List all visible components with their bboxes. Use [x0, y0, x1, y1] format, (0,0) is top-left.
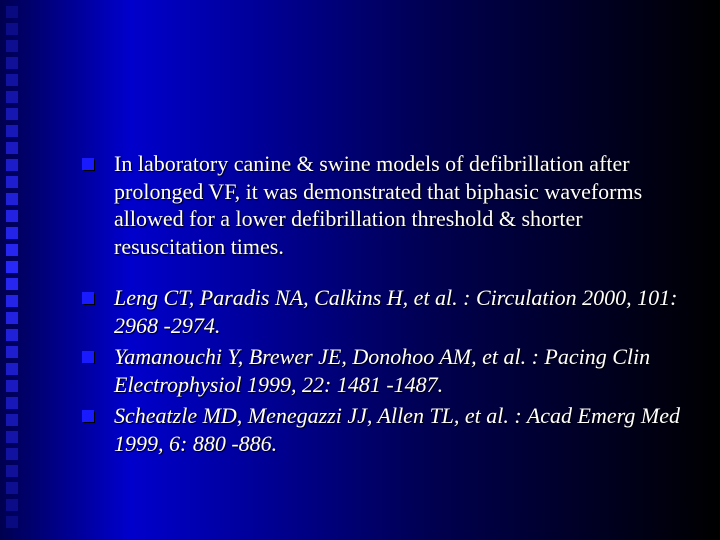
rail-square-icon [6, 312, 18, 324]
bullet-item: Yamanouchi Y, Brewer JE, Donohoo AM, et … [82, 343, 682, 398]
rail-square-icon [6, 465, 18, 477]
bullet-item: Scheatzle MD, Menegazzi JJ, Allen TL, et… [82, 402, 682, 457]
citation-group: Leng CT, Paradis NA, Calkins H, et al. :… [82, 284, 682, 457]
bullet-item: In laboratory canine & swine models of d… [82, 150, 682, 260]
bullet-square-icon [82, 410, 94, 422]
rail-square-icon [6, 295, 18, 307]
rail-square-icon [6, 397, 18, 409]
rail-square-icon [6, 159, 18, 171]
rail-square-icon [6, 261, 18, 273]
citation-text: Scheatzle MD, Menegazzi JJ, Allen TL, et… [114, 402, 682, 457]
rail-square-icon [6, 108, 18, 120]
rail-square-icon [6, 142, 18, 154]
bullet-item: Leng CT, Paradis NA, Calkins H, et al. :… [82, 284, 682, 339]
rail-square-icon [6, 210, 18, 222]
rail-square-icon [6, 74, 18, 86]
rail-square-icon [6, 244, 18, 256]
rail-square-icon [6, 329, 18, 341]
bullet-square-icon [82, 158, 94, 170]
rail-square-icon [6, 176, 18, 188]
rail-square-icon [6, 227, 18, 239]
rail-square-icon [6, 23, 18, 35]
rail-square-icon [6, 40, 18, 52]
rail-square-icon [6, 499, 18, 511]
rail-square-icon [6, 431, 18, 443]
rail-square-icon [6, 193, 18, 205]
citation-text: Leng CT, Paradis NA, Calkins H, et al. :… [114, 284, 682, 339]
rail-square-icon [6, 278, 18, 290]
bullet-text: In laboratory canine & swine models of d… [114, 150, 682, 260]
rail-square-icon [6, 482, 18, 494]
bullet-square-icon [82, 351, 94, 363]
rail-square-icon [6, 448, 18, 460]
rail-square-icon [6, 91, 18, 103]
rail-square-icon [6, 363, 18, 375]
bullet-square-icon [82, 292, 94, 304]
rail-square-icon [6, 516, 18, 528]
rail-square-icon [6, 380, 18, 392]
left-decorative-rail [0, 0, 26, 540]
rail-square-icon [6, 57, 18, 69]
rail-square-icon [6, 6, 18, 18]
rail-square-icon [6, 125, 18, 137]
rail-square-icon [6, 414, 18, 426]
slide-content: In laboratory canine & swine models of d… [82, 150, 682, 461]
citation-text: Yamanouchi Y, Brewer JE, Donohoo AM, et … [114, 343, 682, 398]
rail-square-icon [6, 346, 18, 358]
